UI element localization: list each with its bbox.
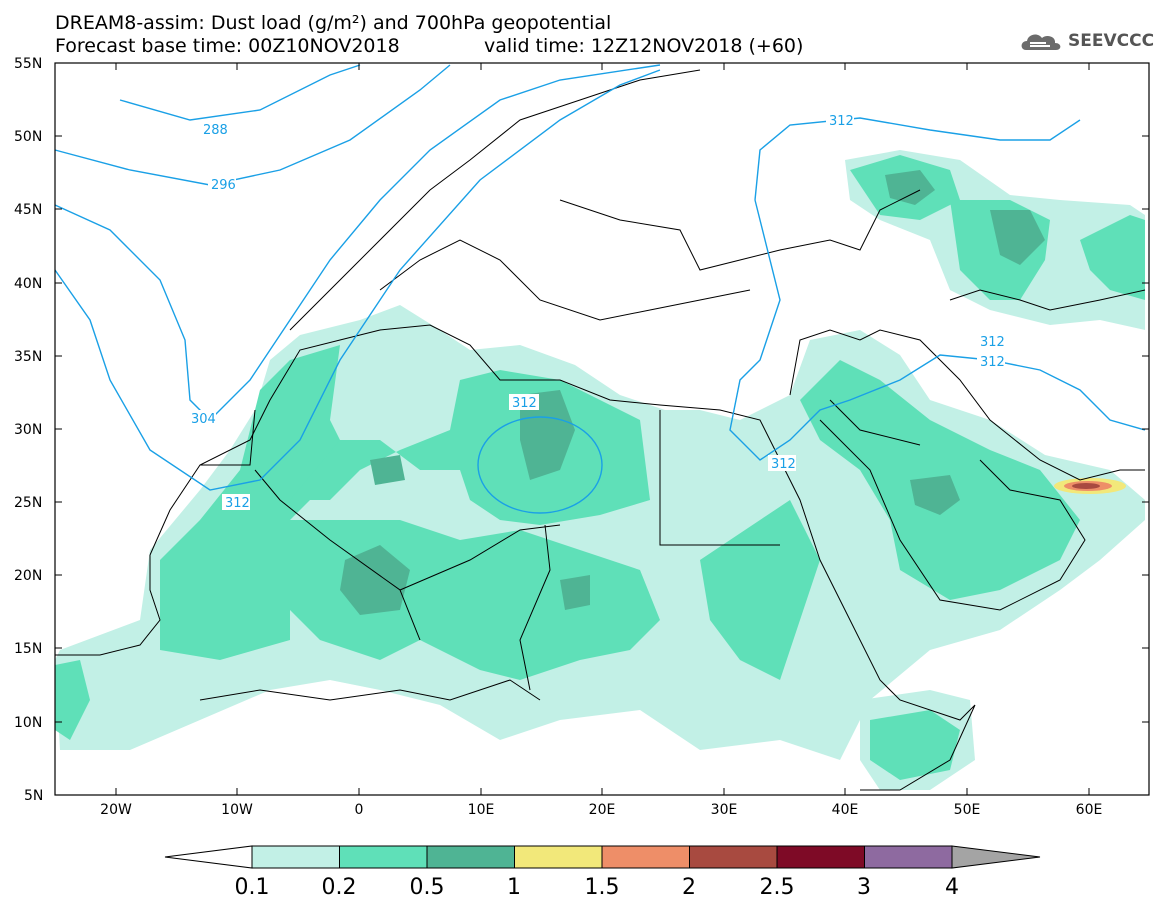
lat-label: 15N [14,641,42,657]
lat-label: 45N [14,202,42,218]
lat-label: 20N [14,568,42,584]
lon-label: 20W [100,802,132,818]
lat-labels: 55N 50N 45N 40N 35N 30N 25N 20N 15N 10N … [14,56,43,804]
contour-label: 312 [829,114,854,129]
geopotential-contours [54,64,1146,514]
colorbar-box [601,845,690,869]
contour-label: 312 [771,457,796,472]
lat-label: 50N [14,129,42,145]
colorbar: 0.1 0.2 0.5 1 1.5 2 2.5 3 4 [164,845,1041,900]
contour-labels: 288 296 304 312 312 312 312 312 312 [188,112,1005,511]
lat-label: 40N [14,276,42,292]
colorbar-box [251,845,340,869]
colorbar-boxes [251,845,953,869]
colorbar-box [689,845,778,869]
lon-label: 10W [221,802,253,818]
valid-time: valid time: 12Z12NOV2018 (+60) [484,35,804,57]
coastlines [55,69,1146,791]
dust-shading-dark [340,170,1045,615]
colorbar-tick-label: 0.2 [322,875,357,900]
lon-label: 60E [1076,802,1103,818]
forecast-base-time: Forecast base time: 00Z10NOV2018 [55,35,400,57]
contour-label: 312 [980,355,1005,370]
dust-hotspot [1054,478,1126,494]
colorbar-tick-label: 4 [945,875,959,900]
colorbar-box [426,845,515,869]
lat-label: 55N [14,56,42,72]
seevccc-logo: SEEVCCC [1018,28,1154,54]
lon-label: 10E [468,802,495,818]
colorbar-tick-label: 0.5 [410,875,445,900]
contour-label: 288 [203,123,228,138]
lon-label: 50E [954,802,981,818]
colorbar-tick-label: 1.5 [585,875,620,900]
lon-labels: 20W 10W 0 10E 20E 30E 40E 50E 60E [100,802,1102,818]
contour-label: 312 [512,396,537,411]
colorbar-tick-label: 3 [857,875,871,900]
colorbar-tick-label: 2 [682,875,696,900]
lat-label: 5N [24,788,43,804]
map-title: DREAM8-assim: Dust load (g/m²) and 700hP… [55,12,612,34]
lon-label: 20E [589,802,616,818]
lat-axis [55,62,1149,723]
contour-label: 312 [980,335,1005,350]
colorbar-box [776,845,865,869]
colorbar-low-arrow [164,845,253,869]
lon-axis [115,63,1090,795]
colorbar-high-arrow [951,845,1041,869]
contour-label: 312 [225,496,250,511]
lon-label: 30E [711,802,738,818]
colorbar-tick-label: 2.5 [760,875,795,900]
colorbar-box [514,845,603,869]
lon-label: 40E [832,802,859,818]
contour-label: 304 [191,412,216,427]
lon-label: 0 [355,802,364,818]
lat-label: 35N [14,349,42,365]
colorbar-tick-label: 1 [507,875,521,900]
colorbar-box [864,845,953,869]
lat-label: 30N [14,422,42,438]
colorbar-labels: 0.1 0.2 0.5 1 1.5 2 2.5 3 4 [235,875,960,900]
lat-label: 25N [14,495,42,511]
cloud-logo-icon [1021,34,1061,50]
colorbar-tick-label: 0.1 [235,875,270,900]
lat-label: 10N [14,715,42,731]
contour-label: 296 [211,178,236,193]
logo-text: SEEVCCC [1068,31,1155,51]
colorbar-box [339,845,428,869]
